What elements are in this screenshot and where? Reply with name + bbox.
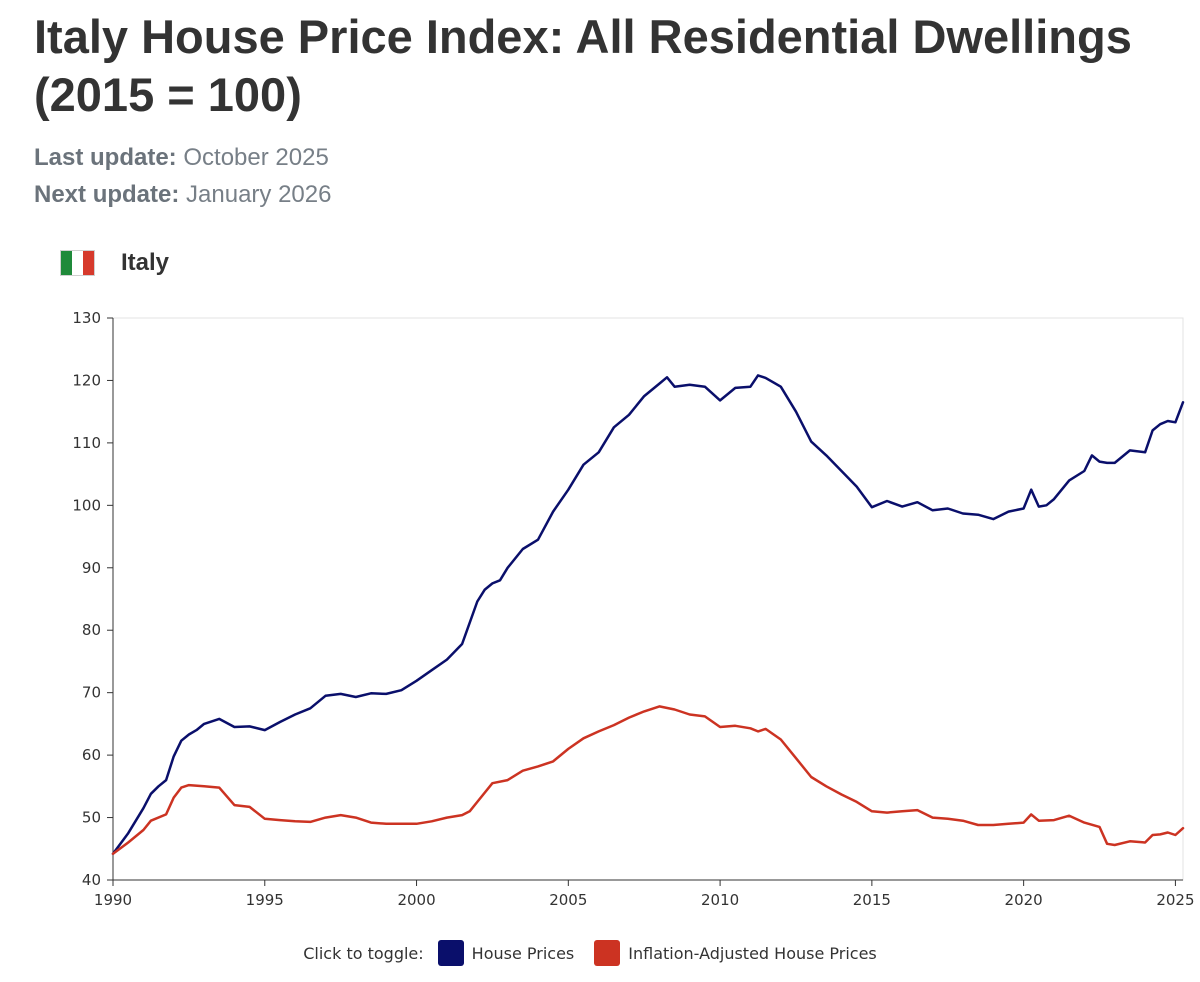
next-update-label: Next update: bbox=[34, 181, 180, 208]
y-tick-label: 40 bbox=[82, 871, 101, 889]
x-tick-label: 2000 bbox=[397, 891, 435, 909]
legend-item-house-prices[interactable]: House Prices bbox=[437, 940, 575, 966]
x-tick-label: 2015 bbox=[853, 891, 891, 909]
x-tick-label: 2025 bbox=[1156, 891, 1194, 909]
legend-item-inflation-adjusted[interactable]: Inflation-Adjusted House Prices bbox=[594, 940, 877, 966]
y-tick-label: 80 bbox=[82, 621, 101, 639]
x-tick-label: 2010 bbox=[701, 891, 739, 909]
next-update-value: January 2026 bbox=[186, 181, 332, 208]
last-update-label: Last update: bbox=[34, 144, 177, 171]
last-update-value: October 2025 bbox=[183, 144, 329, 171]
series-line-house-prices bbox=[111, 374, 1185, 856]
next-update: Next update: January 2026 bbox=[34, 181, 331, 209]
series-line-inflation-adjusted bbox=[111, 705, 1185, 856]
legend-label-inflation-adjusted: Inflation-Adjusted House Prices bbox=[628, 943, 877, 963]
x-tick-label: 2005 bbox=[549, 891, 587, 909]
x-tick-label: 1995 bbox=[246, 891, 284, 909]
y-tick-label: 110 bbox=[72, 434, 101, 452]
flag-stripe-green bbox=[61, 251, 72, 275]
page-title: Italy House Price Index: All Residential… bbox=[34, 10, 1132, 121]
legend-label-house-prices: House Prices bbox=[471, 943, 575, 963]
legend-toggle-label: Click to toggle: bbox=[303, 943, 424, 963]
last-update: Last update: October 2025 bbox=[34, 144, 329, 172]
chart-lines bbox=[111, 374, 1185, 856]
flag-stripe-white bbox=[72, 251, 83, 275]
plot-frame bbox=[112, 317, 1184, 881]
y-tick-label: 100 bbox=[72, 496, 101, 514]
x-tick-label: 1990 bbox=[94, 891, 132, 909]
y-tick-label: 90 bbox=[82, 559, 101, 577]
country-selector[interactable]: Italy bbox=[60, 248, 169, 278]
x-tick-label: 2020 bbox=[1005, 891, 1043, 909]
y-tick-label: 120 bbox=[72, 371, 101, 389]
line-chart: 40 50 60 70 80 90 100 110 120 130 1990 1995 2000 2005… bbox=[72, 309, 1194, 909]
chart-legend: Click to toggle: House Prices Inflation-… bbox=[0, 940, 1200, 966]
legend-swatch-house-prices bbox=[437, 940, 464, 966]
legend-swatch-inflation-adjusted bbox=[594, 940, 621, 966]
italy-flag-icon bbox=[60, 250, 95, 276]
y-tick-label: 70 bbox=[82, 684, 101, 702]
y-tick-label: 50 bbox=[82, 809, 101, 827]
country-name: Italy bbox=[121, 249, 170, 276]
chart-axes: 40 50 60 70 80 90 100 110 120 130 1990 1995 2000 2005… bbox=[72, 309, 1194, 909]
y-tick-label: 60 bbox=[82, 746, 101, 764]
y-tick-label: 130 bbox=[72, 309, 101, 327]
flag-stripe-red bbox=[83, 251, 94, 275]
